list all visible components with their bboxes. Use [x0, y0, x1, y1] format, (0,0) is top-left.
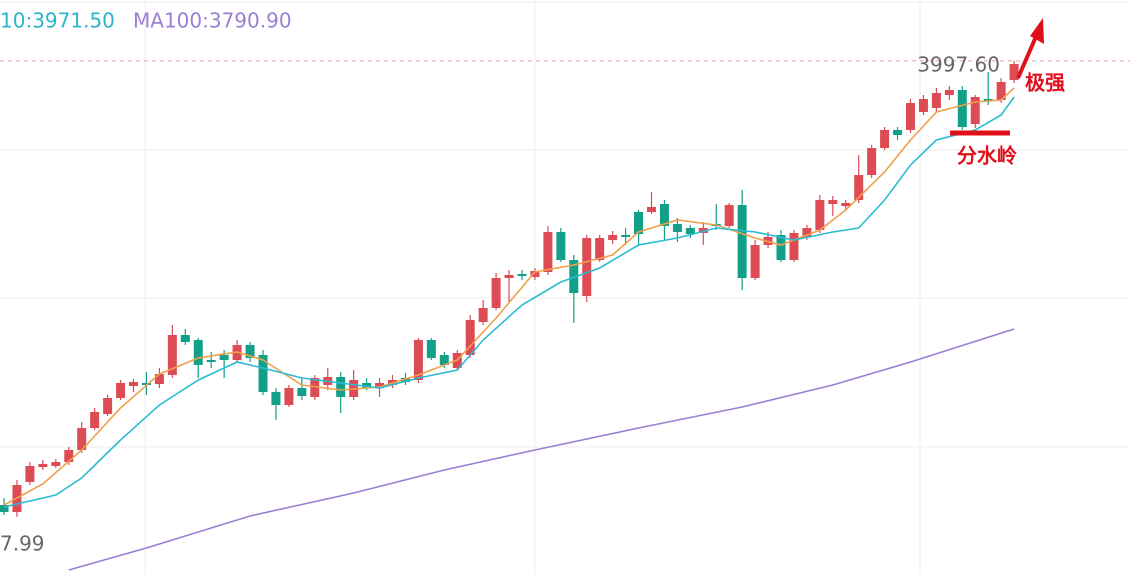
annotation-arrow	[1016, 31, 1040, 79]
candle-body	[284, 388, 294, 405]
candle-body	[867, 148, 877, 175]
candle-body	[608, 235, 618, 240]
candle-body	[828, 200, 838, 204]
candle-body	[634, 212, 644, 234]
candle-body	[310, 378, 320, 397]
candle-body	[957, 90, 967, 127]
candle-body	[685, 228, 695, 234]
candle-body	[426, 340, 436, 358]
candle-body	[167, 335, 177, 375]
candle-body	[116, 383, 126, 398]
candle-body	[854, 175, 864, 200]
candle-body	[931, 93, 941, 108]
candle-body	[180, 335, 190, 342]
annotation: 分水岭	[957, 144, 1017, 168]
candle-body	[776, 235, 786, 260]
candle-body	[517, 274, 527, 276]
candle-body	[659, 204, 669, 226]
candle-body	[38, 464, 48, 467]
candle-body	[1009, 64, 1019, 80]
candle-body	[841, 203, 851, 206]
candle-body	[154, 374, 164, 384]
candle-body	[595, 238, 605, 260]
candle-body	[219, 355, 229, 360]
candle-body	[129, 382, 138, 386]
low-label: 7.99	[0, 532, 45, 556]
candle-body	[556, 232, 566, 260]
candle-body	[141, 383, 151, 385]
candle-body	[271, 392, 281, 405]
annotation-arrow-head	[1030, 18, 1044, 44]
candle-body	[90, 412, 100, 428]
candle-body	[906, 103, 915, 130]
candle-body	[297, 388, 307, 396]
candle-body	[465, 320, 475, 355]
candle-body	[724, 205, 734, 226]
candle-body	[815, 200, 825, 230]
candle-body	[996, 82, 1006, 100]
candle-body	[439, 355, 449, 365]
legend-item: 10:3971.50	[0, 9, 115, 33]
candle-body	[193, 340, 203, 365]
candle-body	[530, 271, 540, 277]
candle-body	[478, 308, 488, 322]
ma-line	[68, 328, 1015, 571]
candle-body	[103, 398, 113, 414]
candle-body	[504, 275, 514, 278]
candle-body	[336, 377, 346, 397]
candle-body	[77, 428, 87, 450]
candle-body	[880, 130, 890, 148]
candle-body	[737, 205, 747, 278]
candle-body	[206, 360, 216, 362]
annotation: 极强	[1025, 71, 1065, 95]
candle-body	[893, 130, 903, 135]
price-marker-label: 3997.60	[917, 52, 1000, 76]
candle-body	[698, 228, 708, 233]
candle-body	[944, 90, 954, 95]
ma-line	[3, 96, 1015, 508]
candle-body	[375, 383, 385, 388]
candle-body	[51, 462, 61, 466]
candle-body	[582, 238, 592, 296]
candle-body	[0, 505, 9, 512]
candle-body	[647, 207, 656, 212]
ma-line	[3, 87, 1015, 506]
candle-body	[750, 245, 760, 278]
candle-body	[789, 233, 799, 260]
candle-body	[970, 97, 980, 124]
candle-body	[413, 340, 423, 380]
candle-body	[64, 450, 74, 462]
candle-body	[543, 232, 553, 272]
candle-body	[983, 99, 993, 101]
candle-body	[245, 345, 255, 358]
legend-item: MA100:3790.90	[133, 9, 292, 33]
candle-body	[25, 466, 35, 482]
candle-body	[258, 355, 268, 392]
candle-body	[918, 99, 928, 112]
candle-body	[672, 224, 682, 232]
candle-body	[491, 278, 501, 308]
candle-body	[400, 378, 410, 382]
candle-body	[621, 235, 631, 237]
candle-body	[802, 228, 812, 237]
candle-body	[362, 383, 372, 388]
